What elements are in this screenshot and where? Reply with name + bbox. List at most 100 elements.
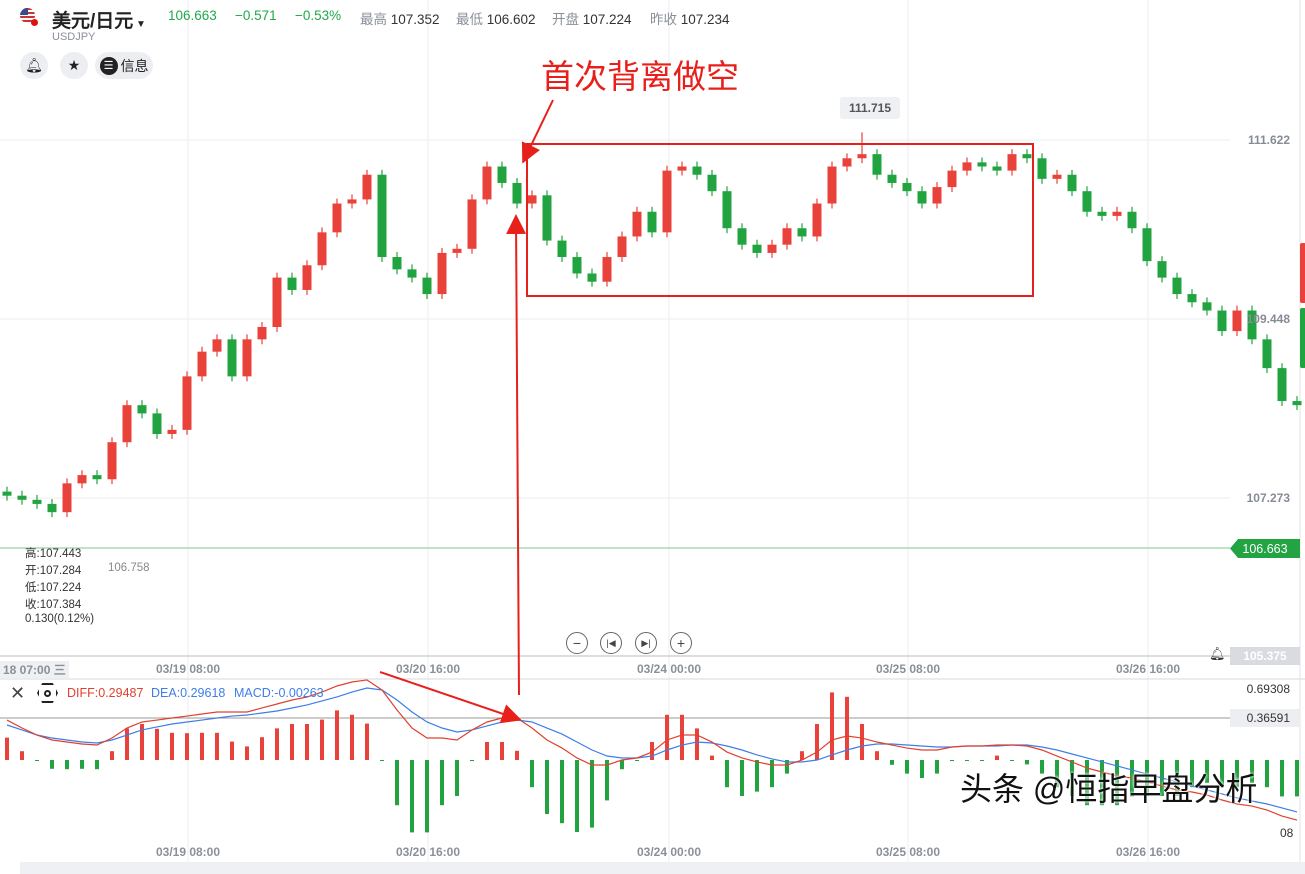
candle-body — [1217, 310, 1227, 332]
candle-body — [947, 170, 957, 188]
candle-body — [437, 252, 447, 295]
price-change: −0.571 — [235, 8, 277, 23]
macd-histogram-bar — [425, 760, 429, 833]
candle-body — [107, 442, 117, 480]
macd-value: MACD:-0.00263 — [234, 686, 324, 700]
ohlc-low: 低:107.224 — [25, 582, 82, 594]
macd-histogram-bar — [485, 742, 489, 760]
macd-histogram-bar — [740, 760, 744, 796]
bell-icon[interactable]: 🔔︎ — [1209, 646, 1226, 661]
zoom-in-button[interactable]: + — [670, 632, 692, 654]
candle-body — [512, 182, 522, 204]
macd-histogram-bar — [980, 760, 984, 761]
macd-histogram-bar — [260, 737, 264, 760]
skip-back-button[interactable]: |◀ — [600, 632, 622, 654]
macd-histogram-bar — [860, 724, 864, 760]
symbol-title[interactable]: 美元/日元 ▼ — [52, 11, 146, 32]
macd-histogram-bar — [305, 724, 309, 760]
macd-histogram-bar — [560, 760, 564, 824]
macd-histogram-bar — [710, 755, 714, 760]
candle-body — [137, 405, 147, 414]
ohlc-change: 0.130(0.12%) — [25, 613, 95, 625]
ohlc-close: 收:107.384 — [25, 599, 82, 611]
open-value: 107.224 — [582, 12, 632, 27]
macd-histogram-bar — [770, 760, 774, 788]
macd-tick-partial: 08 — [1280, 826, 1294, 840]
macd-histogram-bar — [590, 760, 594, 828]
skip-forward-button[interactable]: ▶| — [635, 632, 657, 654]
macd-histogram-bar — [350, 714, 354, 760]
bell-icon: 🔔︎ — [25, 57, 43, 73]
macd-histogram-bar — [1025, 760, 1029, 765]
macd-histogram-bar — [470, 760, 474, 761]
candle-body — [287, 277, 297, 290]
ohlc-open: 开:107.284 — [25, 565, 82, 577]
buy-bar — [1300, 308, 1305, 368]
candle-body — [962, 162, 972, 171]
candle-body — [977, 162, 987, 167]
macd-histogram-bar — [725, 760, 729, 788]
divergence-box — [526, 143, 1034, 297]
candle-body — [1172, 277, 1182, 295]
candle-body — [857, 154, 867, 159]
price-tick: 109.448 — [1246, 312, 1290, 326]
candle-body — [497, 166, 507, 183]
candle-body — [1097, 211, 1107, 216]
candle-body — [902, 182, 912, 192]
macd-histogram-bar — [125, 728, 129, 760]
time-tick: 03/20 16:00 — [395, 662, 461, 676]
macd-histogram-bar — [380, 760, 384, 761]
macd-histogram-bar — [1280, 760, 1284, 797]
price-tick: 111.622 — [1247, 133, 1290, 147]
candle-body — [152, 413, 162, 434]
info-button[interactable]: ☰ 信息 — [95, 52, 153, 79]
macd-histogram-bar — [695, 728, 699, 760]
zoom-out-icon: − — [572, 635, 582, 651]
zoom-out-button[interactable]: − — [566, 632, 588, 654]
macd-histogram-bar — [845, 696, 849, 760]
time-tick: 03/25 08:00 — [875, 662, 941, 676]
candle-body — [587, 273, 597, 282]
candle-body — [992, 166, 1002, 171]
candle-body — [1202, 302, 1212, 311]
skip-back-icon: |◀ — [606, 637, 616, 648]
candle-body — [557, 240, 567, 258]
macd-histogram-bar — [545, 760, 549, 814]
macd-histogram-bar — [935, 760, 939, 774]
macd-histogram-bar — [500, 742, 504, 760]
macd-histogram-bar — [50, 760, 54, 769]
candle-body — [1007, 154, 1017, 171]
macd-histogram-bar — [290, 724, 294, 760]
candle-body — [227, 339, 237, 377]
peak-price-label: 111.715 — [840, 97, 900, 119]
candle-body — [1157, 261, 1167, 278]
macd-histogram-bar — [1235, 760, 1239, 788]
macd-histogram-bar — [665, 714, 669, 760]
close-icon[interactable]: ✕ — [10, 683, 26, 703]
candle-body — [842, 158, 852, 167]
candle-body — [782, 228, 792, 245]
current-price-label: 106.663 — [1230, 539, 1300, 558]
caret-down-icon: ▼ — [133, 19, 146, 30]
favorite-button[interactable]: ★ — [60, 52, 88, 79]
candle-body — [632, 211, 642, 237]
macd-histogram-bar — [440, 760, 444, 806]
watermark: 头条 @恒指早盘分析 — [960, 771, 1258, 807]
candle-body — [662, 170, 672, 233]
macd-histogram-bar — [950, 760, 954, 761]
macd-histogram-bar — [1205, 760, 1209, 783]
settings-icon[interactable] — [37, 683, 58, 703]
sell-bar — [1300, 243, 1305, 303]
candle-body — [482, 166, 492, 200]
macd-histogram-bar — [905, 760, 909, 774]
candle-body — [737, 228, 747, 245]
macd-histogram-bar — [890, 760, 894, 765]
candle-body — [377, 174, 387, 258]
alert-button[interactable]: 🔔︎ — [20, 52, 48, 79]
candle-body — [17, 495, 27, 500]
macd-diff-value: DIFF:0.29487 — [67, 686, 144, 700]
macd-histogram-bar — [20, 751, 24, 760]
candle-body — [167, 429, 177, 434]
macd-histogram-bar — [1010, 760, 1014, 761]
